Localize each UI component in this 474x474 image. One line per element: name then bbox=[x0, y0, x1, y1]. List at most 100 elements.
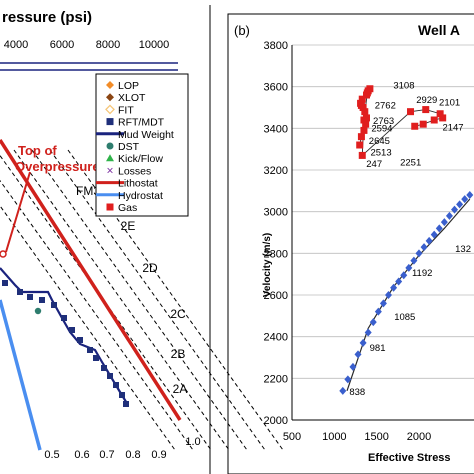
velocity-point bbox=[339, 386, 347, 395]
panel-b-point-label: 2101 bbox=[439, 97, 460, 108]
zone-label: 2A bbox=[173, 382, 188, 396]
top-of-overpressure-label-2: Overpressure bbox=[15, 159, 100, 174]
velocity-point bbox=[425, 236, 433, 245]
velocity-point bbox=[451, 205, 459, 214]
legend-label: Mud Weight bbox=[118, 129, 174, 141]
panel-a-x-ticks: 4000 6000 8000 10000 bbox=[4, 39, 170, 51]
panel-b-y-tick-label: 3200 bbox=[264, 165, 288, 177]
panel-b-y-tick-label: 3400 bbox=[264, 123, 288, 135]
rft-mdt-point bbox=[39, 297, 45, 303]
legend-label: Losses bbox=[118, 165, 151, 177]
panel-a-pressure-plot: ressure (psi) 4000 6000 8000 10000 FM3 2E 2D 2… bbox=[0, 5, 284, 474]
zone-label: FM3 bbox=[76, 184, 100, 198]
gas-point bbox=[361, 108, 369, 116]
mud-weight-line bbox=[0, 267, 129, 406]
gas-point bbox=[407, 108, 415, 116]
velocity-point bbox=[374, 307, 382, 316]
gas-point bbox=[358, 95, 366, 103]
panel-a-x-tick-label: 6000 bbox=[50, 39, 74, 51]
legend-square-marker bbox=[106, 118, 114, 126]
top-overpressure-marker bbox=[0, 250, 7, 258]
velocity-point bbox=[349, 362, 357, 371]
velocity-point bbox=[344, 375, 352, 384]
legend-label: FIT bbox=[118, 104, 134, 116]
velocity-point bbox=[430, 230, 438, 239]
rft-mdt-point bbox=[17, 289, 23, 295]
rft-mdt-point bbox=[61, 315, 67, 321]
panel-b-x-tick-label: 500 bbox=[283, 431, 301, 443]
panel-a-x-tick-label: 8000 bbox=[96, 39, 120, 51]
panel-b-point-label: 132 bbox=[455, 244, 471, 255]
panel-b-point-label: 981 bbox=[370, 343, 386, 354]
rft-mdt-point bbox=[113, 382, 119, 388]
panel-a-zone-labels: FM3 2E 2D 2C 2B 2A bbox=[76, 184, 187, 396]
panel-b-point-label: 247 bbox=[366, 159, 382, 170]
velocity-point bbox=[354, 350, 362, 359]
legend-label: RFT/MDT bbox=[118, 117, 165, 129]
velocity-point bbox=[461, 195, 469, 204]
rft-mdt-point bbox=[107, 373, 113, 379]
legend-label: XLOT bbox=[118, 92, 146, 104]
panel-b-point-label: 2251 bbox=[400, 158, 421, 169]
panel-b-point-label: 2147 bbox=[442, 122, 463, 133]
panel-b-x-tick-label: 1000 bbox=[322, 431, 346, 443]
panel-a-gradient-line bbox=[31, 149, 248, 451]
legend-label: Hydrostat bbox=[118, 190, 163, 202]
legend-label: LOP bbox=[118, 80, 139, 92]
gradient-label: 1.0 bbox=[185, 436, 200, 448]
dst-point bbox=[34, 307, 42, 315]
panel-b-point-label: 2645 bbox=[369, 136, 390, 147]
velocity-point bbox=[364, 328, 372, 337]
gas-point bbox=[419, 120, 427, 128]
panel-b-point-label: 2594 bbox=[371, 123, 392, 134]
hydrostat-line bbox=[0, 299, 42, 451]
gas-point bbox=[436, 110, 444, 118]
panel-b-ticks: 2000 2200 2400 2600 2800 3000 3200 3400 3600 3800… bbox=[264, 40, 432, 443]
panel-b-point-label: 2763 bbox=[373, 116, 394, 127]
velocity-point bbox=[440, 218, 448, 227]
panel-b-x-tick-label: 2000 bbox=[407, 431, 431, 443]
zone-label: 2D bbox=[142, 261, 158, 275]
top-overpressure-arrow bbox=[5, 171, 31, 253]
velocity-point bbox=[369, 318, 377, 327]
panel-b-point-label: 838 bbox=[349, 387, 365, 398]
velocity-point bbox=[385, 291, 393, 299]
panel-a-gradient-line bbox=[13, 149, 230, 451]
gas-point bbox=[358, 151, 366, 159]
panel-b-frame bbox=[227, 13, 474, 474]
panel-b-y-tick-label: 2800 bbox=[264, 248, 288, 260]
gas-point bbox=[356, 141, 364, 149]
panel-a-data bbox=[0, 171, 129, 407]
lithostat-line bbox=[0, 139, 182, 421]
legend-label: Kick/Flow bbox=[118, 153, 163, 165]
panel-a-x-tick-label: 4000 bbox=[4, 39, 28, 51]
panel-a-gradient-line bbox=[49, 149, 266, 451]
legend-circle-marker bbox=[106, 142, 114, 150]
gradient-label: 0.7 bbox=[99, 449, 114, 461]
velocity-point bbox=[395, 277, 403, 286]
panel-a-gradient-labels: 0.5 0.6 0.7 0.8 0.9 1.0 bbox=[44, 436, 200, 461]
panel-b-xlabel: Effective Stress bbox=[368, 452, 451, 464]
gas-point bbox=[430, 116, 438, 124]
rft-mdt-point bbox=[119, 392, 125, 398]
zone-label: 2C bbox=[170, 307, 186, 321]
rft-mdt-point bbox=[69, 327, 75, 333]
rft-mdt-point bbox=[77, 337, 83, 343]
gas-point bbox=[366, 85, 374, 93]
panel-a-gradient-line bbox=[0, 179, 194, 451]
panel-b-point-label: 3108 bbox=[393, 81, 414, 92]
gas-point bbox=[360, 116, 368, 124]
legend-label: Gas bbox=[118, 202, 137, 214]
velocity-point bbox=[415, 249, 423, 258]
velocity-point bbox=[400, 271, 408, 280]
velocity-point bbox=[435, 224, 443, 233]
panel-b-point-label: 1085 bbox=[394, 312, 415, 323]
rft-mdt-point bbox=[27, 294, 33, 300]
gradient-label: 0.9 bbox=[151, 449, 166, 461]
gas-point bbox=[362, 120, 370, 128]
rft-mdt-point bbox=[51, 302, 57, 308]
legend-square-marker bbox=[106, 203, 114, 211]
panel-b-ylabel: Velocity (m/s) bbox=[262, 233, 273, 297]
